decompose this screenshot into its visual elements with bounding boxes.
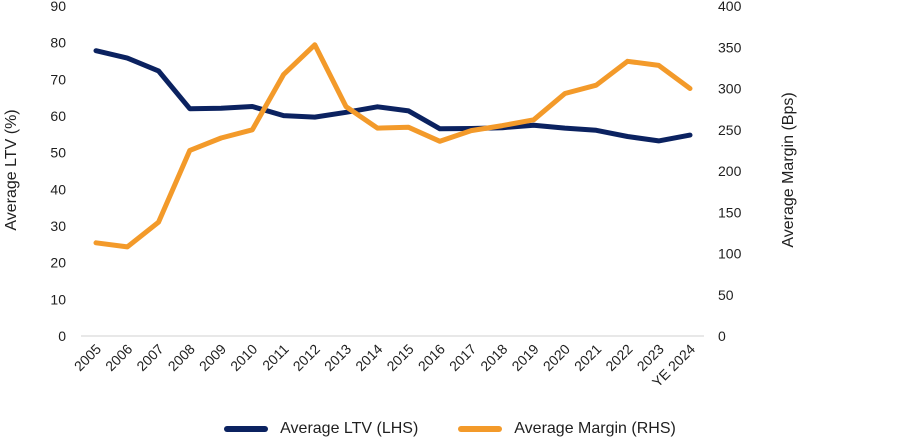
right-y-tick-label: 100 [718,246,742,262]
x-tick-label: 2017 [446,341,479,374]
left-y-tick-label: 0 [58,328,66,344]
line-chart: 0 10 20 30 40 50 60 70 80 90 0 50 100 150 200 250 300 35… [3,0,797,390]
x-tick-label: 2022 [602,341,635,374]
x-tick-label: 2019 [508,341,541,374]
x-tick-label: 2009 [196,341,229,374]
x-tick-label: 2005 [71,341,104,374]
x-tick-label: 2020 [540,341,573,374]
right-y-axis-title: Average Margin (Bps) [780,92,797,247]
left-y-tick-label: 90 [50,0,66,14]
legend-item-margin: Average Margin (RHS) [458,420,676,438]
series-line-average-ltv [93,48,693,144]
left-y-tick-label: 70 [50,71,66,87]
left-y-tick-label: 10 [50,291,66,307]
x-axis-ticks: 2005200620072008200920102011201220132014… [71,341,698,390]
series-line-average-margin [93,42,693,250]
x-tick-label: 2018 [477,341,510,374]
left-y-tick-label: 50 [50,145,66,161]
x-tick-label: 2010 [227,341,260,374]
legend-label-margin: Average Margin (RHS) [514,420,676,437]
right-y-tick-label: 0 [718,328,726,344]
legend-swatch-ltv [224,426,269,432]
legend-item-ltv: Average LTV (LHS) [224,420,418,438]
right-y-tick-label: 300 [718,81,742,97]
x-tick-label: 2014 [352,341,385,374]
x-tick-label: 2015 [383,341,416,374]
x-tick-label: 2021 [571,341,604,374]
left-y-tick-label: 60 [50,108,66,124]
right-y-tick-label: 150 [718,204,742,220]
right-y-tick-label: 50 [718,287,734,303]
legend-label-ltv: Average LTV (LHS) [280,420,419,437]
right-y-axis-ticks: 0 50 100 150 200 250 300 350 400 [718,0,742,344]
x-tick-label: 2011 [259,341,292,374]
x-tick-label: 2016 [415,341,448,374]
right-y-tick-label: 350 [718,39,742,55]
series-lines [93,42,693,250]
left-y-tick-label: 80 [50,35,66,51]
left-y-tick-label: 40 [50,181,66,197]
x-tick-label: 2013 [321,341,354,374]
x-tick-label: 2008 [165,341,198,374]
left-y-axis-title: Average LTV (%) [3,109,20,230]
left-y-tick-label: 30 [50,218,66,234]
right-y-tick-label: 250 [718,122,742,138]
left-y-axis-ticks: 0 10 20 30 40 50 60 70 80 90 [50,0,66,344]
x-tick-label: 2007 [133,341,166,374]
right-y-tick-label: 400 [718,0,742,14]
x-tick-label: 2012 [290,341,323,374]
x-tick-label: 2006 [102,341,135,374]
right-y-tick-label: 200 [718,163,742,179]
legend: Average LTV (LHS) Average Margin (RHS) [0,420,900,438]
left-y-tick-label: 20 [50,255,66,271]
legend-swatch-margin [458,426,503,432]
